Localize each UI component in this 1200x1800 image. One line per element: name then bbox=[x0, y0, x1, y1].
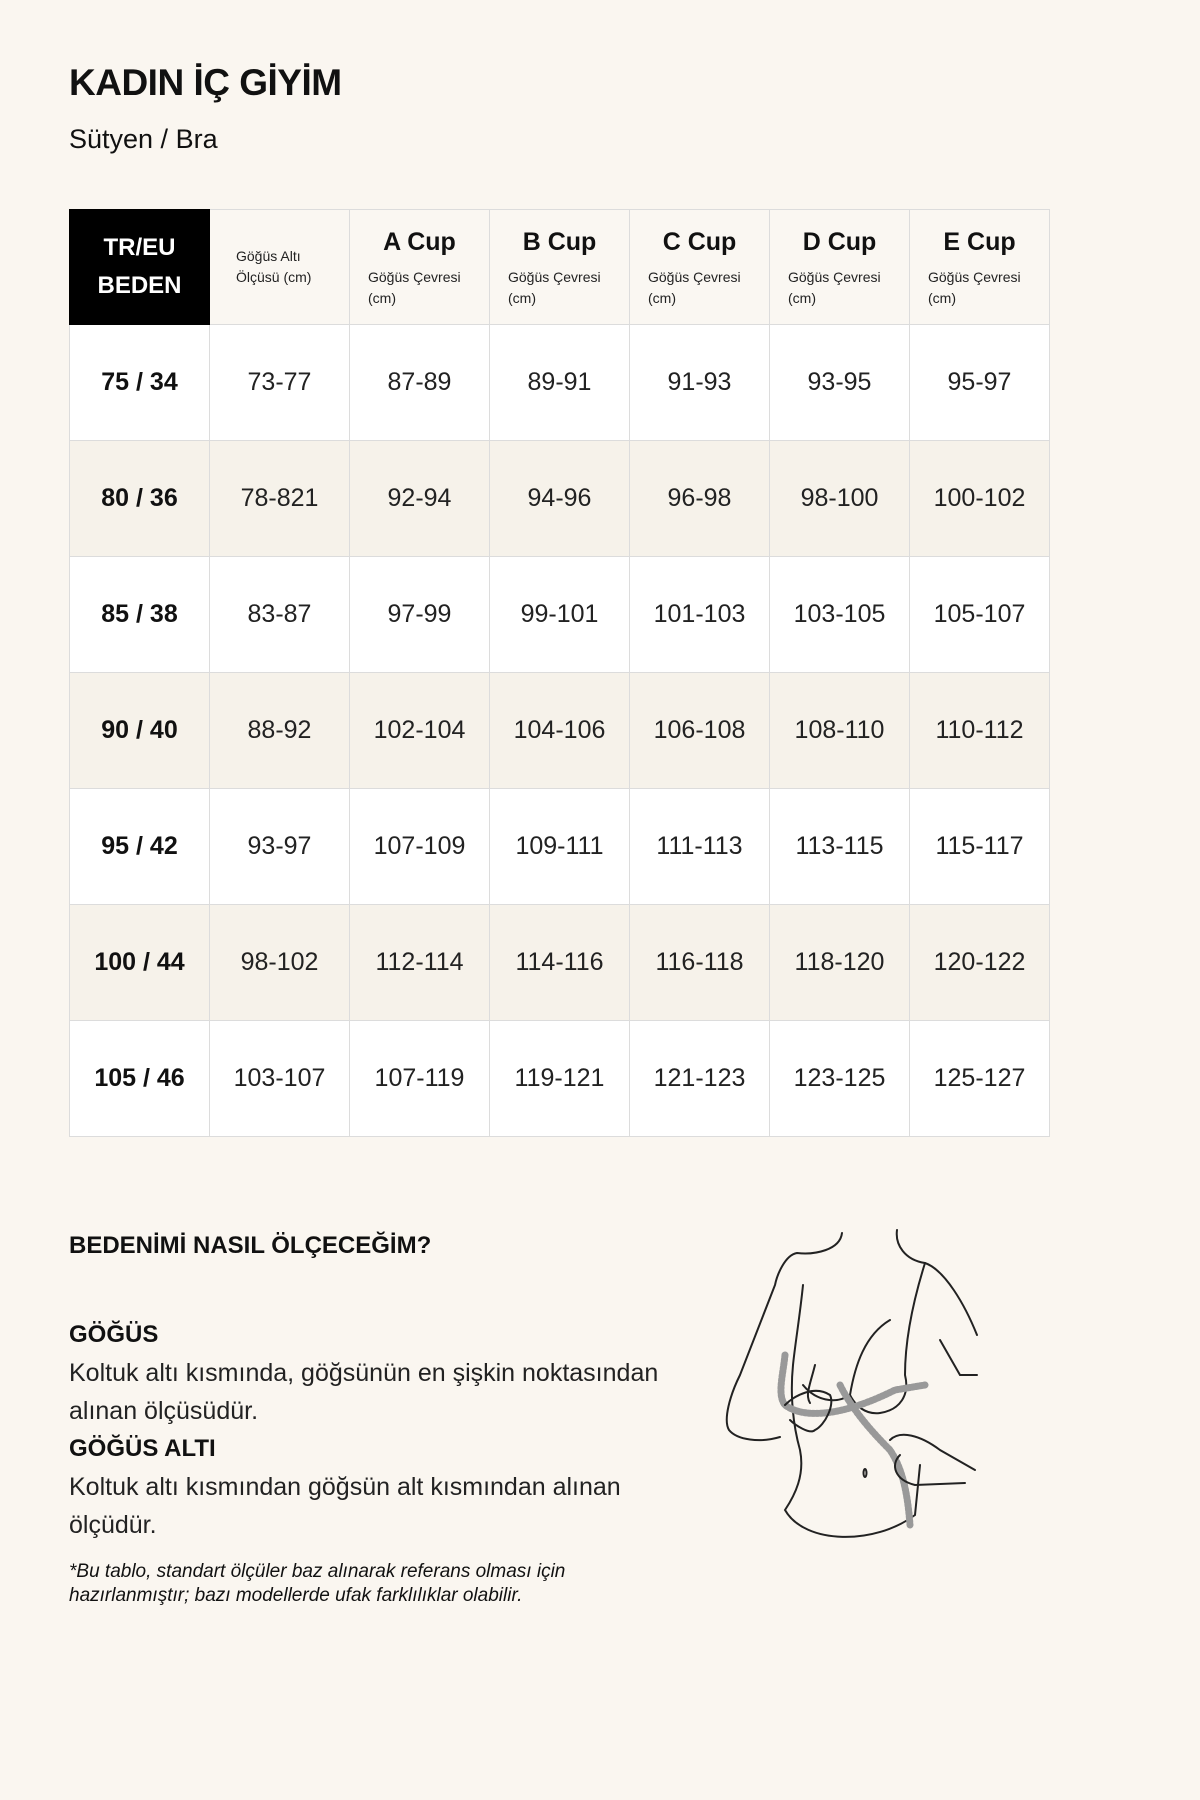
measuring-illustration bbox=[725, 1229, 978, 1538]
bust-cell: 101-103 bbox=[629, 556, 770, 673]
bust-cell: 125-127 bbox=[909, 1020, 1050, 1137]
bust-cell: 105-107 bbox=[909, 556, 1050, 673]
underbust-cell: 88-92 bbox=[209, 672, 350, 789]
bust-cell: 91-93 bbox=[629, 324, 770, 441]
bust-cell: 94-96 bbox=[489, 440, 630, 557]
bust-cell: 120-122 bbox=[909, 904, 1050, 1021]
bust-cell: 116-118 bbox=[629, 904, 770, 1021]
size-cell: 80 / 36 bbox=[69, 440, 210, 557]
bust-cell: 104-106 bbox=[489, 672, 630, 789]
size-cell: 100 / 44 bbox=[69, 904, 210, 1021]
size-cell: 105 / 46 bbox=[69, 1020, 210, 1137]
table-row: 85 / 38 83-87 97-99 99-101 101-103 103-105 105… bbox=[69, 556, 1050, 673]
size-cell: 75 / 34 bbox=[69, 324, 210, 441]
bust-cell: 92-94 bbox=[349, 440, 490, 557]
size-cell: 95 / 42 bbox=[69, 788, 210, 905]
disclaimer-note: *Bu tablo, standart ölçüler baz alınarak… bbox=[69, 1561, 566, 1606]
cup-a-header: A Cup Göğüs Çevresi (cm) bbox=[349, 209, 490, 325]
bust-cell: 103-105 bbox=[769, 556, 910, 673]
bust-cell: 107-119 bbox=[349, 1020, 490, 1137]
table-row: 105 / 46 103-107 107-119 119-121 121-123 123-… bbox=[69, 1020, 1050, 1137]
bust-cell: 121-123 bbox=[629, 1020, 770, 1137]
bust-cell: 113-115 bbox=[769, 788, 910, 905]
bust-cell: 93-95 bbox=[769, 324, 910, 441]
bust-cell: 108-110 bbox=[769, 672, 910, 789]
bust-cell: 109-111 bbox=[489, 788, 630, 905]
table-row: 80 / 36 78-821 92-94 94-96 96-98 98-100 100-10… bbox=[69, 440, 1050, 557]
underbust-cell: 93-97 bbox=[209, 788, 350, 905]
bust-cell: 97-99 bbox=[349, 556, 490, 673]
cup-e-header: E Cup Göğüs Çevresi (cm) bbox=[909, 209, 1050, 325]
table-row: 100 / 44 98-102 112-114 114-116 116-118 118-1… bbox=[69, 904, 1050, 1021]
underbust-cell: 103-107 bbox=[209, 1020, 350, 1137]
table-row: 75 / 34 73-77 87-89 89-91 91-93 93-95 95-97 bbox=[69, 324, 1050, 441]
bust-cell: 102-104 bbox=[349, 672, 490, 789]
cup-c-header: C Cup Göğüs Çevresi (cm) bbox=[629, 209, 770, 325]
table-row: 95 / 42 93-97 107-109 109-111 111-113 113-115… bbox=[69, 788, 1050, 905]
underbust-title: GÖĞÜS ALTI bbox=[69, 1435, 216, 1462]
table-header-row: TR/EU BEDEN Göğüs Altı Ölçüsü (cm) A Cup Gö… bbox=[69, 209, 1050, 325]
page-subtitle: Sütyen / Bra bbox=[69, 124, 218, 154]
bust-cell: 98-100 bbox=[769, 440, 910, 557]
bust-cell: 112-114 bbox=[349, 904, 490, 1021]
bust-cell: 118-120 bbox=[769, 904, 910, 1021]
underbust-column-header: Göğüs Altı Ölçüsü (cm) bbox=[209, 209, 350, 325]
table-row: 90 / 40 88-92 102-104 104-106 106-108 108-110… bbox=[69, 672, 1050, 789]
cup-b-header: B Cup Göğüs Çevresi (cm) bbox=[489, 209, 630, 325]
bust-cell: 95-97 bbox=[909, 324, 1050, 441]
size-column-header: TR/EU BEDEN bbox=[69, 209, 210, 325]
underbust-cell: 83-87 bbox=[209, 556, 350, 673]
bust-cell: 114-116 bbox=[489, 904, 630, 1021]
bust-cell: 115-117 bbox=[909, 788, 1050, 905]
bust-cell: 123-125 bbox=[769, 1020, 910, 1137]
underbust-cell: 73-77 bbox=[209, 324, 350, 441]
measure-guide: BEDENİMİ NASIL ÖLÇECEĞİM? GÖĞÜS Koltuk a… bbox=[69, 1232, 669, 1544]
size-cell: 90 / 40 bbox=[69, 672, 210, 789]
guide-title: BEDENİMİ NASIL ÖLÇECEĞİM? bbox=[69, 1232, 432, 1259]
underbust-text: Koltuk altı kısmından göğsün alt kısmınd… bbox=[69, 1473, 621, 1539]
bust-cell: 99-101 bbox=[489, 556, 630, 673]
bust-cell: 106-108 bbox=[629, 672, 770, 789]
page-title: KADIN İÇ GİYİM bbox=[69, 62, 342, 103]
bust-cell: 96-98 bbox=[629, 440, 770, 557]
bust-cell: 87-89 bbox=[349, 324, 490, 441]
bust-cell: 107-109 bbox=[349, 788, 490, 905]
underbust-cell: 78-821 bbox=[209, 440, 350, 557]
bust-text: Koltuk altı kısmında, göğsünün en şişkin… bbox=[69, 1359, 659, 1425]
size-cell: 85 / 38 bbox=[69, 556, 210, 673]
bust-cell: 89-91 bbox=[489, 324, 630, 441]
bust-cell: 111-113 bbox=[629, 788, 770, 905]
bust-title: GÖĞÜS bbox=[69, 1321, 159, 1348]
bust-cell: 110-112 bbox=[909, 672, 1050, 789]
cup-d-header: D Cup Göğüs Çevresi (cm) bbox=[769, 209, 910, 325]
bust-cell: 100-102 bbox=[909, 440, 1050, 557]
underbust-cell: 98-102 bbox=[209, 904, 350, 1021]
size-chart-table: TR/EU BEDEN Göğüs Altı Ölçüsü (cm) A Cup Gö… bbox=[69, 209, 1050, 1137]
bust-cell: 119-121 bbox=[489, 1020, 630, 1137]
